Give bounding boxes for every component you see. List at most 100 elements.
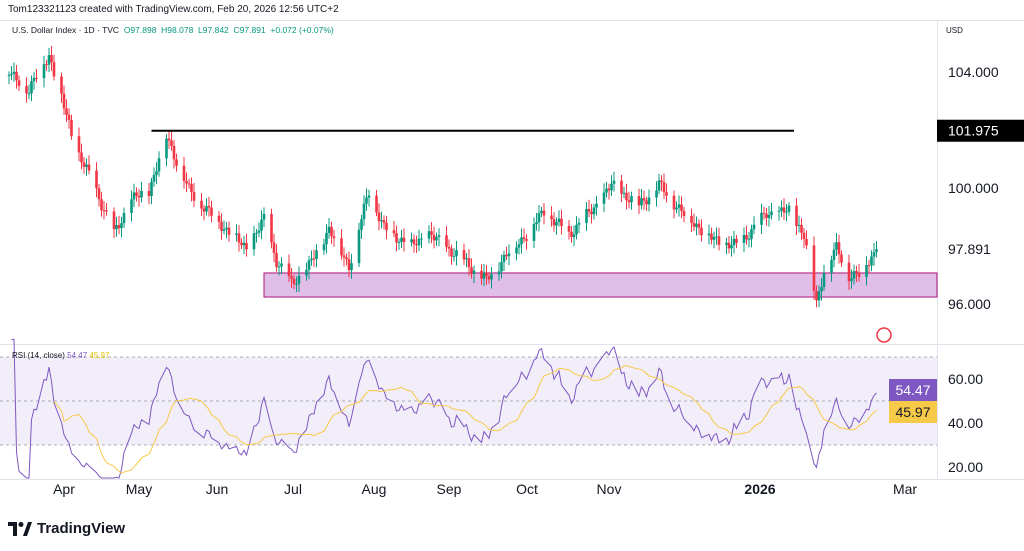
candle-body bbox=[645, 200, 648, 205]
candle-body bbox=[275, 253, 278, 267]
candle-body bbox=[130, 199, 133, 213]
candle-body bbox=[787, 205, 791, 212]
candle-body bbox=[522, 237, 526, 240]
candle-body bbox=[472, 270, 476, 274]
candle-body bbox=[840, 254, 843, 263]
candle-body bbox=[745, 234, 748, 240]
price-tick-label: 96.000 bbox=[948, 296, 991, 312]
candle-body bbox=[665, 192, 668, 196]
change-value: +0.072 (+0.07%) bbox=[270, 25, 334, 35]
candle-body bbox=[692, 222, 696, 227]
candle-body bbox=[435, 236, 438, 241]
candle-body bbox=[587, 208, 591, 212]
candle-body bbox=[760, 212, 763, 225]
candle-body bbox=[445, 235, 448, 247]
candle-body bbox=[835, 242, 838, 250]
candle-body bbox=[865, 265, 868, 277]
candle-body bbox=[227, 227, 231, 235]
candle-body bbox=[462, 250, 466, 260]
candle-body bbox=[190, 184, 193, 193]
candle-body bbox=[595, 203, 598, 208]
candle-body bbox=[315, 250, 318, 259]
price-tick-label: 100.000 bbox=[948, 180, 999, 196]
close-value: C97.891 bbox=[233, 25, 266, 35]
candle-body bbox=[535, 222, 538, 225]
candle-body bbox=[207, 206, 211, 208]
top-border bbox=[0, 20, 1024, 21]
candle-body bbox=[220, 221, 223, 231]
candle-body bbox=[392, 230, 396, 234]
candle-body bbox=[875, 249, 878, 253]
candle-body bbox=[360, 219, 363, 230]
candle-body bbox=[832, 249, 836, 261]
price-axis-border bbox=[937, 20, 938, 480]
candle-body bbox=[272, 242, 276, 254]
candle-body bbox=[42, 64, 46, 79]
candle-body bbox=[115, 225, 118, 230]
candle-body bbox=[857, 272, 861, 277]
candle-body bbox=[812, 245, 816, 291]
candle-body bbox=[465, 258, 468, 260]
candle-body bbox=[410, 239, 413, 243]
candle-body bbox=[500, 262, 503, 272]
rsi-ma-badge bbox=[889, 401, 937, 423]
candle-body bbox=[502, 254, 506, 263]
rsi-title: RSI (14, close) bbox=[12, 351, 65, 360]
rsi-legend: RSI (14, close) 54.47 45.97 bbox=[12, 351, 109, 360]
candle-body bbox=[137, 195, 141, 198]
candle-body bbox=[412, 239, 416, 245]
rsi-value-label: 54.47 bbox=[895, 382, 930, 398]
candle-body bbox=[657, 180, 661, 191]
candle-body bbox=[165, 138, 168, 159]
symbol-name[interactable]: U.S. Dollar Index · 1D · TVC bbox=[12, 25, 120, 35]
candle-body bbox=[292, 278, 296, 284]
candle-body bbox=[397, 241, 401, 243]
candle-body bbox=[85, 164, 88, 167]
candle-body bbox=[305, 269, 308, 276]
candle-body bbox=[690, 215, 693, 223]
candle-body bbox=[7, 74, 11, 76]
time-tick-label: Oct bbox=[516, 481, 538, 497]
candle-body bbox=[80, 152, 83, 163]
rsi-line bbox=[11, 338, 877, 479]
candle-body bbox=[140, 190, 143, 198]
candle-body bbox=[427, 231, 431, 239]
candle-body bbox=[520, 237, 523, 245]
time-tick-label: Aug bbox=[362, 481, 387, 497]
candle-body bbox=[697, 223, 701, 228]
candle-body bbox=[605, 188, 608, 193]
candle-body bbox=[677, 204, 681, 208]
candle-body bbox=[785, 211, 788, 213]
candle-body bbox=[187, 183, 191, 185]
candle-body bbox=[365, 197, 368, 204]
candle-body bbox=[67, 114, 71, 120]
candle-body bbox=[770, 211, 773, 216]
candle-body bbox=[625, 192, 628, 201]
candle-body bbox=[620, 180, 623, 194]
candle-body bbox=[377, 212, 381, 222]
candle-body bbox=[367, 195, 371, 198]
candle-body bbox=[485, 272, 488, 277]
last-price-label: 97.891 bbox=[948, 241, 991, 257]
candle-body bbox=[570, 231, 573, 237]
candle-body bbox=[430, 231, 433, 235]
candle-body bbox=[12, 71, 16, 74]
candle-body bbox=[482, 272, 486, 279]
candle-body bbox=[517, 244, 521, 248]
candle-body bbox=[167, 138, 171, 141]
candle-body bbox=[347, 259, 351, 271]
candle-body bbox=[327, 226, 331, 233]
candle-body bbox=[765, 213, 768, 219]
candle-body bbox=[417, 238, 421, 246]
candle-body bbox=[400, 237, 403, 242]
currency-label[interactable]: USD bbox=[946, 26, 963, 35]
candle-body bbox=[872, 252, 876, 257]
candle-body bbox=[572, 234, 576, 237]
candle-body bbox=[147, 190, 151, 197]
candle-body bbox=[325, 232, 328, 245]
candle-body bbox=[242, 242, 246, 246]
rsi-ma-legend-value: 45.97 bbox=[89, 351, 110, 360]
candle-body bbox=[312, 258, 316, 260]
candle-body bbox=[627, 200, 631, 203]
